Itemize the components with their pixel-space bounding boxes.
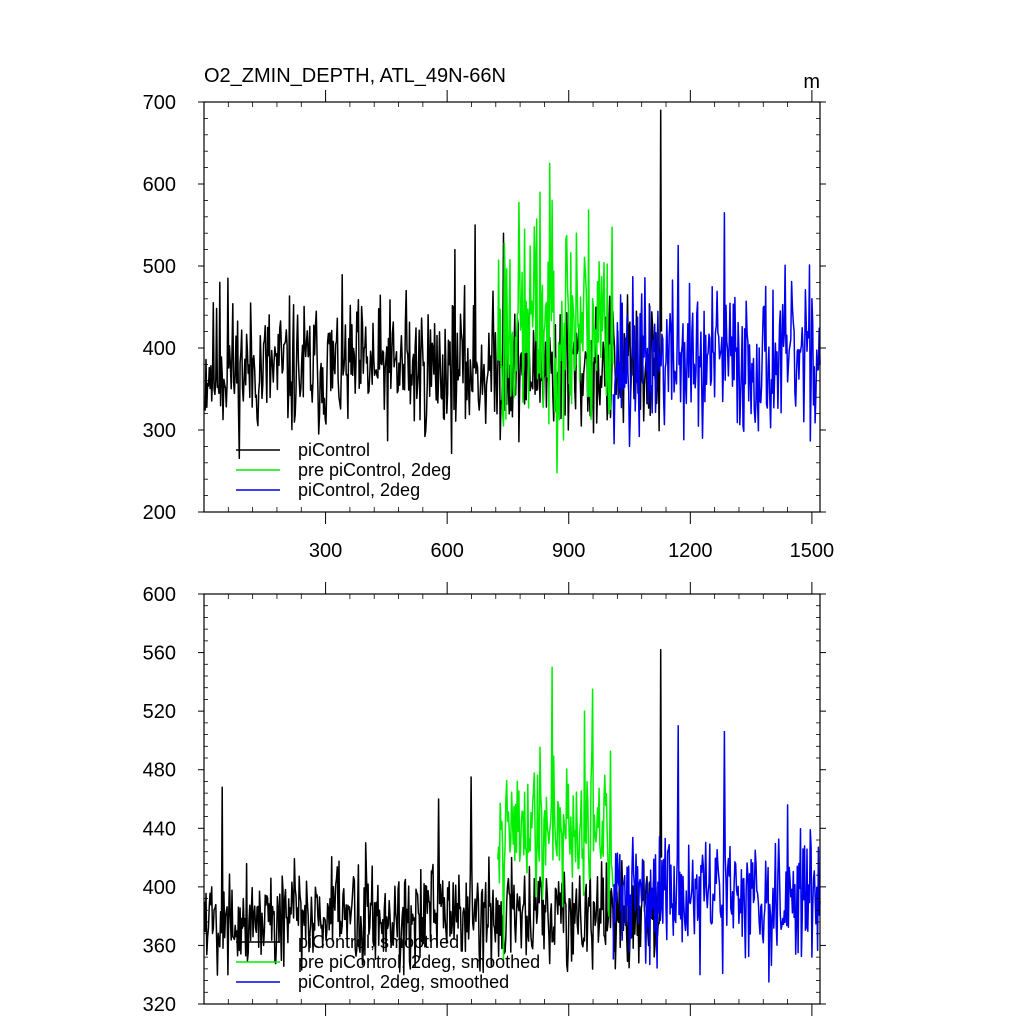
y-tick-label: 600 [143,584,176,606]
units-label: m [803,71,820,93]
x-tick-label: 1500 [790,540,835,562]
bottom-series-layer [203,648,821,983]
top-plot-frame [203,101,821,513]
y-tick-label: 400 [143,338,176,360]
bottom-panel: 320 360 400 440 480 520 560 600 piControl, smoo… [143,582,826,1016]
series-line-2 [612,725,821,983]
x-tick-label: 600 [430,540,463,562]
top-series-layer [203,109,821,474]
y-tick-label: 400 [143,877,176,899]
y-tick-label: 500 [143,256,176,278]
y-tick-label: 480 [143,760,176,782]
legend-label: piControl [298,440,370,460]
y-tick-label: 320 [143,994,176,1016]
y-tick-label: 200 [143,502,176,524]
top-panel: O2_ZMIN_DEPTH, ATL_49N-66N m 200 300 400 50… [143,65,835,562]
y-tick-label: 560 [143,643,176,665]
series-line-0 [203,648,663,976]
y-tick-label: 360 [143,935,176,957]
series-line-2 [612,211,821,448]
legend-label: piControl, 2deg, smoothed [298,972,509,992]
legend-label: piControl, smoothed [298,932,459,952]
y-tick-label: 600 [143,174,176,196]
legend-label: pre piControl, 2deg, smoothed [298,952,540,972]
y-tick-label: 520 [143,701,176,723]
series-line-0 [203,109,663,460]
top-chart-title: O2_ZMIN_DEPTH, ATL_49N-66N [204,65,506,87]
legend-label: piControl, 2deg [298,480,420,500]
bottom-axis-layer: 320 360 400 440 480 520 560 600 [143,582,826,1016]
legend-label: pre piControl, 2deg [298,460,451,480]
series-line-1 [497,666,614,961]
x-tick-label: 300 [309,540,342,562]
x-tick-label: 900 [552,540,585,562]
y-tick-label: 700 [143,92,176,114]
top-axis-layer: 200 300 400 500 600 700 300 600 900 1200 1500 [143,90,835,562]
series-line-1 [497,162,614,474]
y-tick-label: 300 [143,420,176,442]
y-tick-label: 440 [143,818,176,840]
bottom-plot-frame [203,593,821,1005]
x-tick-label: 1200 [668,540,713,562]
